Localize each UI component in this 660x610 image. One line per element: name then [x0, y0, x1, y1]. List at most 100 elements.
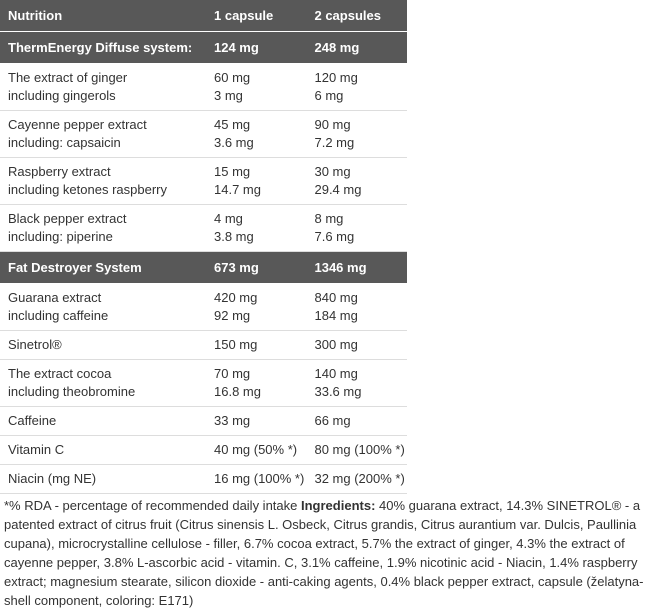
item-row: Sinetrol® 150 mg 300 mg	[0, 330, 407, 360]
cell-line: 16.8 mg	[214, 384, 261, 399]
cell-line: 14.7 mg	[214, 182, 261, 197]
cell-line: including: piperine	[8, 229, 113, 244]
header-cell: Nutrition	[0, 0, 206, 32]
cell: Black pepper extract including: piperine	[0, 204, 206, 252]
cell: 150 mg	[206, 330, 307, 360]
cell: 420 mg 92 mg	[206, 283, 307, 331]
ingredients-label: Ingredients:	[301, 498, 376, 513]
section-row: ThermEnergy Diffuse system: 124 mg 248 mg	[0, 31, 407, 64]
cell-line: 33 mg	[214, 413, 251, 428]
cell-line: 150 mg	[214, 337, 258, 352]
cell-line: 8 mg	[314, 211, 344, 226]
cell-line: Caffeine	[8, 413, 57, 428]
cell-line: including caffeine	[8, 308, 109, 323]
header-cell: 1 capsule	[206, 0, 307, 32]
cell-line: including gingerols	[8, 88, 116, 103]
cell: 40 mg (50% *)	[206, 435, 307, 465]
item-row: Cayenne pepper extract including: capsaic…	[0, 110, 407, 158]
cell-line: including: capsaicin	[8, 135, 121, 150]
section-row: Fat Destroyer System 673 mg 1346 mg	[0, 251, 407, 284]
cell-line: The extract of ginger	[8, 70, 128, 85]
cell-line: including ketones raspberry	[8, 182, 167, 197]
header-cell: 673 mg	[206, 251, 307, 284]
cell: 140 mg 33.6 mg	[306, 359, 407, 407]
cell: 32 mg (200% *)	[306, 464, 407, 494]
header-cell: 1346 mg	[306, 251, 407, 284]
ingredients-text: 40% guarana extract, 14.3% SINETROL® - a…	[4, 498, 644, 608]
cell-line: 140 mg	[314, 366, 358, 381]
cell-line: 92 mg	[214, 308, 251, 323]
cell-line: including theobromine	[8, 384, 136, 399]
cell: Vitamin C	[0, 435, 206, 465]
cell-line: 32 mg (200% *)	[314, 471, 405, 486]
cell-line: Raspberry extract	[8, 164, 111, 179]
cell-line: 60 mg	[214, 70, 251, 85]
cell: 45 mg 3.6 mg	[206, 110, 307, 158]
footnote-note: *% RDA - percentage of recommended daily…	[4, 498, 301, 513]
cell: 4 mg 3.8 mg	[206, 204, 307, 252]
cell-line: Cayenne pepper extract	[8, 117, 147, 132]
cell: 300 mg	[306, 330, 407, 360]
cell-line: 3.6 mg	[214, 135, 254, 150]
footnote: *% RDA - percentage of recommended daily…	[0, 494, 660, 610]
cell-line: Sinetrol®	[8, 337, 62, 352]
item-row: Niacin (mg NE) 16 mg (100% *) 32 mg (200% …	[0, 464, 407, 494]
cell-line: 7.6 mg	[314, 229, 355, 244]
cell-line: 30 mg	[314, 164, 351, 179]
cell-line: 45 mg	[214, 117, 251, 132]
cell-line: Guarana extract	[8, 290, 102, 305]
cell: The extract of ginger including gingerols	[0, 63, 206, 111]
item-row: The extract cocoa including theobromine 70…	[0, 359, 407, 407]
cell-line: 90 mg	[314, 117, 351, 132]
cell: 30 mg 29.4 mg	[306, 157, 407, 205]
cell-line: 420 mg	[214, 290, 258, 305]
cell-line: 3.8 mg	[214, 229, 254, 244]
item-row: Vitamin C 40 mg (50% *) 80 mg (100% *)	[0, 435, 407, 465]
header-cell: 248 mg	[306, 31, 407, 64]
cell: 66 mg	[306, 406, 407, 436]
cell: Niacin (mg NE)	[0, 464, 206, 494]
item-row: Black pepper extract including: piperine 4…	[0, 204, 407, 252]
cell: Cayenne pepper extract including: capsaic…	[0, 110, 206, 158]
cell-line: 16 mg (100% *)	[214, 471, 305, 486]
cell-line: Niacin (mg NE)	[8, 471, 97, 486]
cell-line: 15 mg	[214, 164, 251, 179]
header-cell: ThermEnergy Diffuse system:	[0, 31, 206, 64]
cell: 80 mg (100% *)	[306, 435, 407, 465]
cell: The extract cocoa including theobromine	[0, 359, 206, 407]
cell: 16 mg (100% *)	[206, 464, 307, 494]
cell-line: 6 mg	[314, 88, 344, 103]
cell-line: The extract cocoa	[8, 366, 112, 381]
item-row: Raspberry extract including ketones raspb…	[0, 157, 407, 205]
cell: 120 mg 6 mg	[306, 63, 407, 111]
cell: 90 mg 7.2 mg	[306, 110, 407, 158]
cell-line: 4 mg	[214, 211, 243, 226]
cell-line: 66 mg	[314, 413, 351, 428]
cell-line: 184 mg	[314, 308, 358, 323]
cell: 33 mg	[206, 406, 307, 436]
cell: 8 mg 7.6 mg	[306, 204, 407, 252]
table-body: Nutrition 1 capsule 2 capsules ThermEnergy …	[0, 0, 407, 494]
header-cell: 124 mg	[206, 31, 307, 64]
cell-line: 300 mg	[314, 337, 358, 352]
cell: 15 mg 14.7 mg	[206, 157, 307, 205]
cell-line: 29.4 mg	[314, 182, 362, 197]
cell-line: 120 mg	[314, 70, 358, 85]
item-row: The extract of ginger including gingerols…	[0, 63, 407, 111]
header-cell: Fat Destroyer System	[0, 251, 206, 284]
cell: 70 mg 16.8 mg	[206, 359, 307, 407]
header-row: Nutrition 1 capsule 2 capsules	[0, 0, 407, 32]
cell-line: 40 mg (50% *)	[214, 442, 298, 457]
cell: 840 mg 184 mg	[306, 283, 407, 331]
cell-line: Black pepper extract	[8, 211, 127, 226]
cell-line: 840 mg	[314, 290, 358, 305]
cell: 60 mg 3 mg	[206, 63, 307, 111]
cell-line: Vitamin C	[8, 442, 65, 457]
header-cell: 2 capsules	[306, 0, 407, 32]
nutrition-table: Nutrition 1 capsule 2 capsules ThermEnergy …	[0, 0, 407, 494]
item-row: Guarana extract including caffeine 420 mg 9…	[0, 283, 407, 331]
cell-line: 80 mg (100% *)	[314, 442, 405, 457]
cell: Caffeine	[0, 406, 206, 436]
